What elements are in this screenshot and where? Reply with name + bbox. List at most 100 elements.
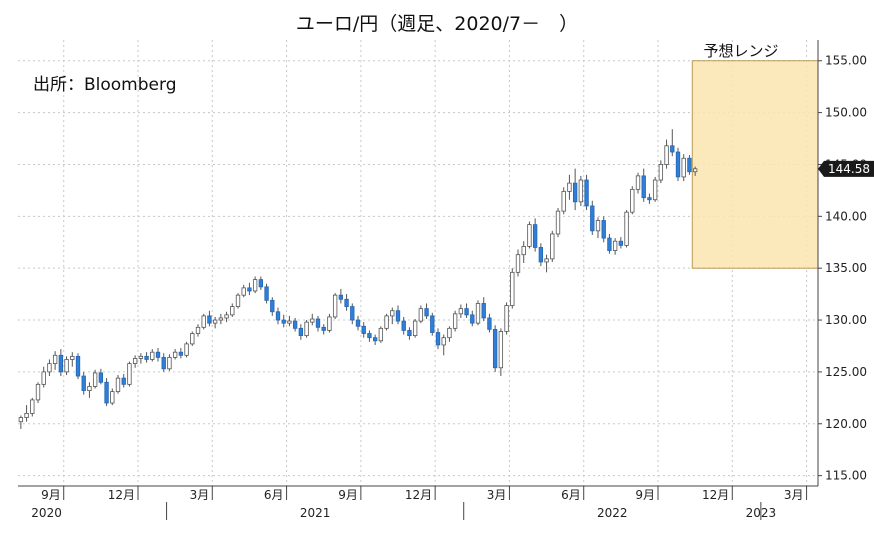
candle-body xyxy=(361,325,366,334)
candle-body xyxy=(64,359,69,373)
x-year-label: 2023 xyxy=(746,506,777,520)
candle-body xyxy=(35,383,41,401)
candle-body xyxy=(430,315,435,333)
candle-body xyxy=(367,333,372,339)
candle-body xyxy=(18,417,24,423)
candle-body xyxy=(561,191,566,212)
candle-body xyxy=(355,319,361,327)
x-month-label: 9月 xyxy=(635,488,655,502)
candle-body xyxy=(435,332,441,346)
candle-body xyxy=(675,151,681,178)
candle-body xyxy=(664,145,669,165)
candle-body xyxy=(384,315,389,329)
candle-body xyxy=(87,386,92,391)
candle-body xyxy=(652,179,658,201)
candle-body xyxy=(24,412,29,418)
candle-body xyxy=(607,237,612,251)
candle-body xyxy=(150,351,155,360)
candle-body xyxy=(332,294,338,318)
candle-body xyxy=(121,377,126,385)
candle-body xyxy=(630,188,635,213)
candle-body xyxy=(412,320,418,337)
candle-body xyxy=(624,211,629,246)
candle-body xyxy=(161,356,166,370)
candle-body xyxy=(521,246,526,256)
candle-body xyxy=(647,197,652,201)
candle-body xyxy=(201,315,206,328)
candle-body xyxy=(407,330,412,337)
x-month-label: 3月 xyxy=(190,488,210,502)
plot-area: 115.00120.00125.00130.00135.00140.00145.… xyxy=(18,40,874,520)
candle-body xyxy=(681,157,686,178)
candle-body xyxy=(144,355,149,360)
candle-body xyxy=(195,326,201,334)
x-year-label: 2021 xyxy=(300,506,331,520)
candle-body xyxy=(212,319,218,324)
candle-body xyxy=(167,356,172,370)
candle-body xyxy=(344,298,349,307)
candle-body xyxy=(321,326,326,331)
candle-body xyxy=(247,287,252,292)
candle-body xyxy=(441,337,446,346)
current-price-tag xyxy=(818,160,874,177)
candle-body xyxy=(30,399,35,414)
candle-body xyxy=(544,258,549,263)
candle-body xyxy=(470,314,475,324)
candle-body xyxy=(418,308,424,322)
candle-body xyxy=(190,333,195,345)
candle-body xyxy=(538,247,544,263)
candle-body xyxy=(224,314,229,319)
candle-body xyxy=(252,279,258,292)
candle-body xyxy=(395,310,401,322)
candle-body xyxy=(527,224,532,247)
source-note: 出所：Bloomberg xyxy=(33,75,176,95)
candle-body xyxy=(81,375,86,391)
y-tick-label: 150.00 xyxy=(825,106,867,120)
candle-body xyxy=(578,179,584,203)
candle-body xyxy=(555,210,561,235)
candle-body xyxy=(58,354,64,373)
candle-body xyxy=(532,224,538,248)
candle-body xyxy=(481,303,486,319)
candle-body xyxy=(298,327,304,337)
candle-body xyxy=(641,175,646,199)
candle-body xyxy=(452,313,458,329)
x-month-label: 12月 xyxy=(405,488,432,502)
candle-body xyxy=(41,371,46,385)
candle-body xyxy=(52,354,58,365)
candle-body xyxy=(401,320,406,331)
candle-body xyxy=(550,233,555,260)
candle-body xyxy=(104,381,109,404)
candle-body xyxy=(132,358,138,365)
x-month-label: 3月 xyxy=(784,488,804,502)
candle-body xyxy=(567,182,572,192)
candle-body xyxy=(504,305,509,332)
candle-body xyxy=(270,299,275,313)
candle-body xyxy=(235,294,241,307)
candle-body xyxy=(390,310,395,317)
x-month-label: 12月 xyxy=(108,488,135,502)
y-tick-label: 135.00 xyxy=(825,261,867,275)
candle-body xyxy=(692,168,698,173)
chart-title: ユーロ/円（週足、2020/7－ ） xyxy=(296,13,578,35)
candle-body xyxy=(304,321,309,337)
candle-body xyxy=(264,286,269,301)
candle-body xyxy=(510,271,515,306)
forecast-range-band xyxy=(691,60,819,269)
candle-body xyxy=(584,179,589,207)
candle-body xyxy=(172,351,178,358)
candle-body xyxy=(310,318,315,323)
forecast-range-label: 予想レンジ xyxy=(703,42,778,60)
candle-body xyxy=(315,318,321,328)
candle-body xyxy=(612,240,618,251)
candle-body xyxy=(475,303,481,324)
x-month-label: 3月 xyxy=(487,488,507,502)
x-year-label: 2022 xyxy=(597,506,628,520)
candle-body xyxy=(110,391,115,404)
candle-body xyxy=(287,320,292,324)
candle-body xyxy=(178,351,184,356)
x-month-label: 6月 xyxy=(264,488,284,502)
candle-body xyxy=(595,220,601,232)
candle-body xyxy=(498,331,504,369)
